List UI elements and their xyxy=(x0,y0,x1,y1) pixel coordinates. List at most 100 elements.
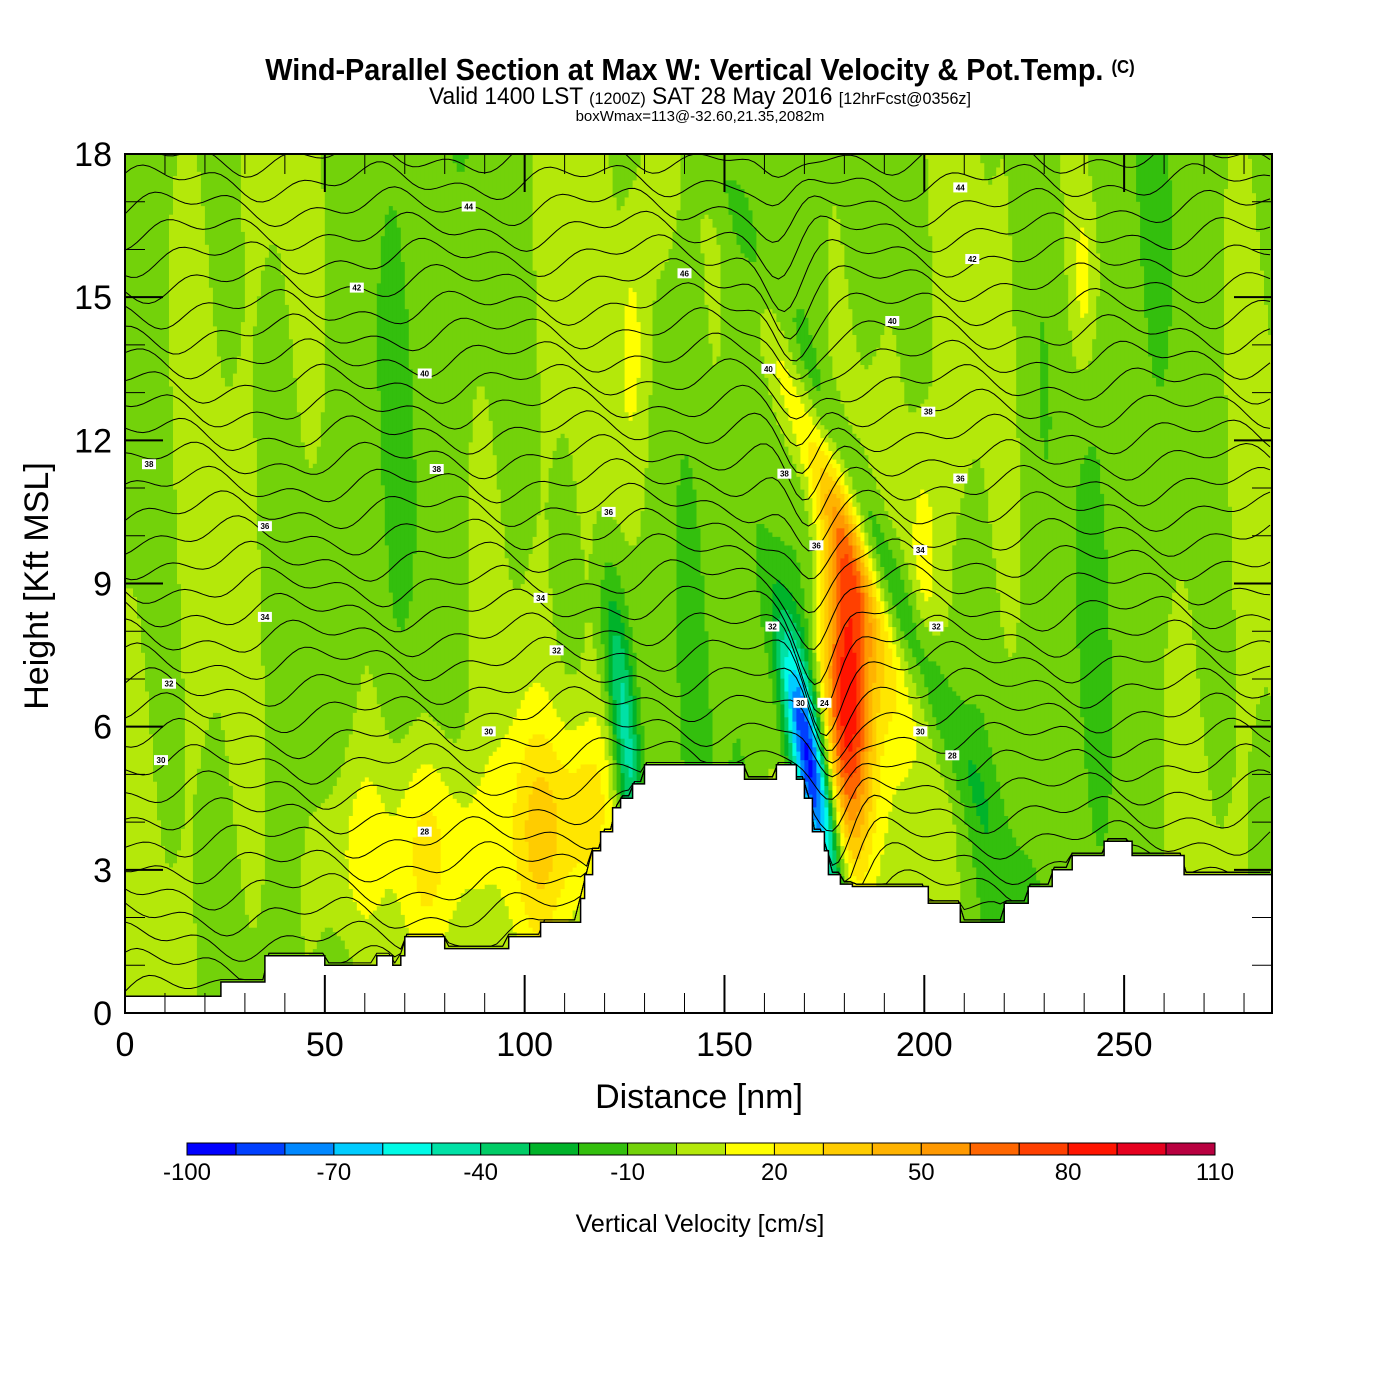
velocity-cell xyxy=(1228,506,1233,804)
theta-contours xyxy=(125,154,1271,992)
velocity-cell xyxy=(145,690,150,1013)
velocity-cell xyxy=(1008,154,1013,237)
velocity-cell xyxy=(608,154,614,168)
velocity-cell xyxy=(848,832,853,851)
velocity-cell xyxy=(1080,317,1085,370)
velocity-cell xyxy=(173,489,178,864)
velocity-cell xyxy=(1004,175,1009,649)
velocity-cell xyxy=(844,523,849,537)
velocity-cell xyxy=(860,540,865,550)
velocity-cell xyxy=(380,897,386,975)
contour-label-text: 38 xyxy=(145,460,154,469)
velocity-cell xyxy=(444,738,450,786)
valid-utc: (1200Z) xyxy=(589,89,646,108)
velocity-cell xyxy=(832,377,837,443)
velocity-cell xyxy=(868,579,873,597)
velocity-cell xyxy=(848,819,853,834)
x-tick-labels: 0 50 100 150 200 250 xyxy=(116,1026,1153,1064)
velocity-cell xyxy=(876,347,881,490)
velocity-cell xyxy=(856,154,861,353)
velocity-cell xyxy=(908,154,913,413)
velocity-cell xyxy=(1044,343,1049,460)
velocity-cell xyxy=(816,660,821,692)
velocity-cell xyxy=(856,557,861,572)
velocity-cell xyxy=(432,154,438,722)
contour-label-bg xyxy=(677,268,692,279)
terrain-outline xyxy=(125,764,1272,998)
velocity-cell xyxy=(880,686,885,756)
velocity-cell xyxy=(712,227,718,365)
velocity-cell xyxy=(808,669,813,683)
velocity-cell xyxy=(860,532,865,542)
velocity-cell xyxy=(844,794,849,812)
velocity-cell xyxy=(604,725,610,761)
valid-time: Valid 1400 LST xyxy=(429,83,583,110)
velocity-cell xyxy=(740,188,746,254)
velocity-cell xyxy=(832,506,837,645)
velocity-cell xyxy=(125,154,130,589)
velocity-cell xyxy=(928,235,933,387)
velocity-cell xyxy=(864,154,869,370)
velocity-cell xyxy=(868,467,873,511)
velocity-cell xyxy=(576,669,582,726)
velocity-cell xyxy=(792,720,797,743)
velocity-cell xyxy=(848,424,853,477)
velocity-cell xyxy=(832,205,837,378)
velocity-cell xyxy=(808,647,813,670)
velocity-cell xyxy=(340,763,346,941)
velocity-cell xyxy=(157,819,162,1013)
velocity-cell xyxy=(824,785,829,795)
velocity-cell xyxy=(824,154,829,430)
colorbar-tick-label: 110 xyxy=(1196,1159,1234,1186)
velocity-cell xyxy=(1076,154,1081,241)
velocity-cell xyxy=(544,690,550,739)
velocity-cell xyxy=(324,798,330,928)
velocity-cell xyxy=(860,154,865,365)
velocity-cell xyxy=(752,261,758,1013)
velocity-cell xyxy=(616,154,622,211)
velocity-cell xyxy=(612,699,618,735)
contour-label-text: 32 xyxy=(932,623,941,632)
velocity-cell xyxy=(808,695,813,705)
velocity-cell xyxy=(840,794,845,808)
x-axis-title: Distance [nm] xyxy=(595,1078,803,1116)
velocity-cell xyxy=(776,360,781,378)
velocity-cell xyxy=(756,523,761,593)
velocity-cell xyxy=(904,562,909,593)
velocity-cell xyxy=(528,154,534,554)
velocity-cell xyxy=(1080,154,1085,228)
velocity-cell xyxy=(824,751,829,765)
velocity-cell xyxy=(844,836,849,851)
velocity-cell xyxy=(844,824,849,838)
velocity-cell xyxy=(352,901,358,967)
velocity-cell xyxy=(356,789,362,911)
velocity-cell xyxy=(624,669,630,705)
velocity-cell xyxy=(856,836,861,859)
velocity-cell xyxy=(480,385,486,778)
velocity-cell xyxy=(824,703,829,726)
velocity-cell xyxy=(432,768,438,816)
velocity-cell xyxy=(216,154,222,357)
velocity-cell xyxy=(472,398,478,795)
velocity-cell xyxy=(1104,549,1109,834)
velocity-cell xyxy=(300,154,306,443)
velocity-cell xyxy=(304,828,310,958)
velocity-cell xyxy=(420,763,426,812)
velocity-cell xyxy=(460,154,466,172)
velocity-cell xyxy=(452,162,458,744)
velocity-cell xyxy=(956,789,961,872)
velocity-cell xyxy=(488,154,494,421)
velocity-cell xyxy=(892,712,897,795)
velocity-cell xyxy=(748,261,754,864)
velocity-cell xyxy=(177,583,182,851)
velocity-cell xyxy=(612,759,618,791)
velocity-cell xyxy=(748,209,754,262)
velocity-cell xyxy=(816,703,821,718)
velocity-cell xyxy=(456,171,462,739)
velocity-cell xyxy=(1160,154,1165,387)
theta-contour-line xyxy=(125,410,1271,474)
contour-label: 42 xyxy=(349,282,364,293)
velocity-cell xyxy=(572,867,578,911)
colorbar-swatch xyxy=(1165,1142,1216,1156)
velocity-cell xyxy=(824,806,829,859)
